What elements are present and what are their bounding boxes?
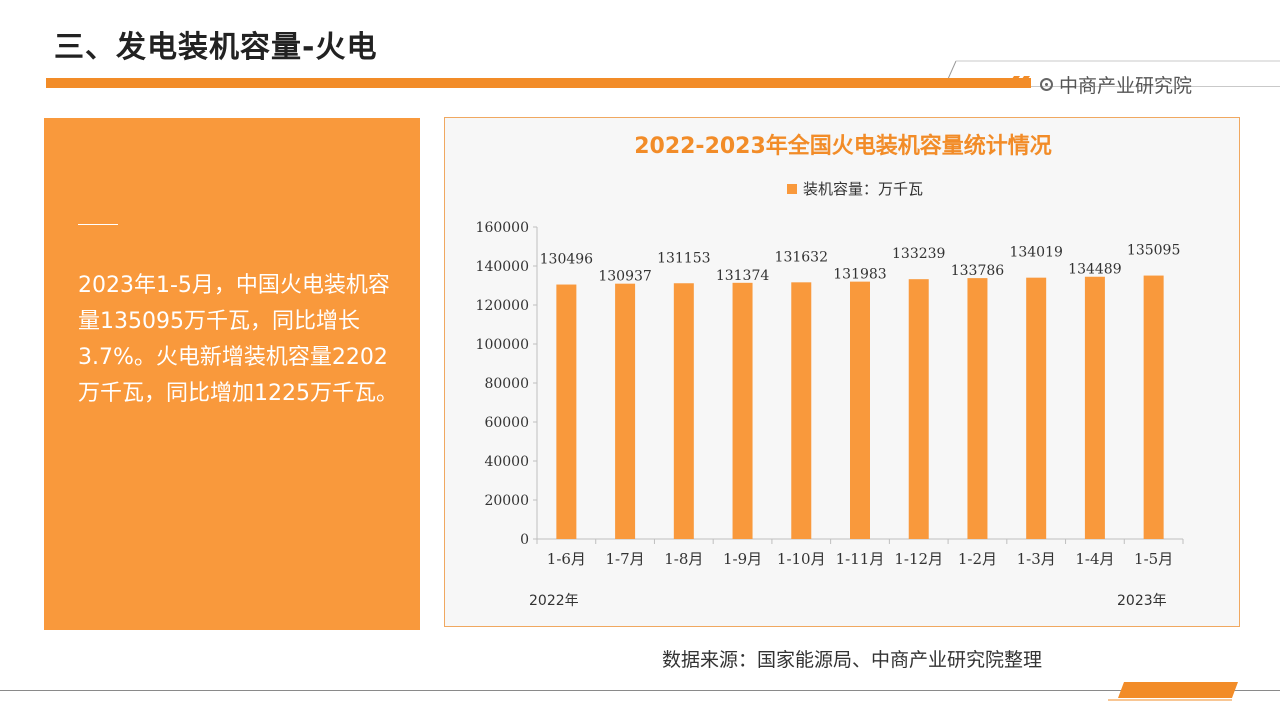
brand-circle-icon [1040, 77, 1053, 91]
title-underline-bar [46, 78, 1031, 88]
x-tick-label: 1-4月 [1075, 550, 1114, 568]
year-label-2022: 2022年 [529, 593, 579, 609]
x-tick-label: 1-9月 [723, 550, 762, 568]
bar-chart: 2022-2023年全国火电装机容量统计情况 装机容量：万千瓦 0 20000 40… [476, 133, 1184, 609]
legend-label: 装机容量：万千瓦 [803, 180, 923, 198]
data-label: 131983 [833, 267, 886, 283]
brand-name: 中商产业研究院 [1059, 74, 1193, 97]
footer-decoration [1108, 682, 1238, 701]
data-label: 135095 [1127, 243, 1180, 259]
bar [556, 284, 577, 539]
y-tick-label: 160000 [476, 220, 529, 236]
chart-title: 2022-2023年全国火电装机容量统计情况 [634, 133, 1052, 159]
footer-rule [0, 690, 1280, 691]
data-source: 数据来源：国家能源局、中商产业研究院整理 [662, 649, 1043, 671]
x-tick-label: 1-3月 [1017, 550, 1056, 568]
data-label: 130496 [540, 252, 594, 268]
y-tick-label: 80000 [484, 376, 529, 392]
bar [615, 283, 636, 539]
x-tick-label: 1-2月 [958, 550, 997, 568]
data-label: 131153 [657, 250, 710, 266]
x-tick-label: 1-11月 [836, 550, 885, 568]
x-tick-label: 1-6月 [547, 550, 586, 568]
bar [791, 282, 812, 539]
data-label: 130937 [598, 269, 651, 285]
bar [673, 283, 694, 539]
y-tick-label: 60000 [484, 415, 529, 431]
data-label: 134019 [1009, 245, 1062, 261]
chart-container: 2022-2023年全国火电装机容量统计情况 装机容量：万千瓦 0 20000 40… [444, 117, 1240, 627]
legend-swatch [787, 184, 797, 194]
brand-logo: 中商产业研究院 [1040, 72, 1193, 97]
year-label-2023: 2023年 [1117, 593, 1167, 609]
y-tick-label: 0 [520, 532, 529, 548]
summary-text: 2023年1-5月，中国火电装机容量135095万千瓦，同比增长3.7%。火电新… [78, 273, 398, 406]
x-tick-label: 1-12月 [894, 550, 943, 568]
summary-divider [78, 224, 118, 225]
data-label: 134489 [1068, 262, 1121, 278]
data-label: 133239 [892, 246, 945, 262]
y-tick-label: 140000 [476, 259, 529, 275]
data-label: 131374 [716, 268, 770, 284]
y-tick-label: 100000 [476, 337, 529, 353]
data-label: 131632 [775, 249, 828, 265]
x-tick-label: 1-7月 [606, 550, 645, 568]
x-tick-label: 1-8月 [664, 550, 703, 568]
x-tick-label: 1-5月 [1134, 550, 1173, 568]
summary-panel [44, 118, 420, 630]
data-label: 133786 [951, 263, 1005, 279]
bar [850, 281, 870, 539]
y-tick-label: 120000 [476, 298, 529, 314]
bar [908, 279, 929, 539]
y-tick-label: 40000 [484, 454, 529, 470]
page-title: 三、发电装机容量-火电 [54, 30, 378, 65]
x-tick-label: 1-10月 [777, 550, 826, 568]
bar [1143, 275, 1164, 539]
bar [1026, 277, 1047, 539]
bar [1084, 276, 1105, 539]
bar [732, 282, 753, 539]
title-rule [1031, 86, 1280, 87]
bar [967, 278, 988, 539]
y-tick-label: 20000 [484, 493, 529, 509]
